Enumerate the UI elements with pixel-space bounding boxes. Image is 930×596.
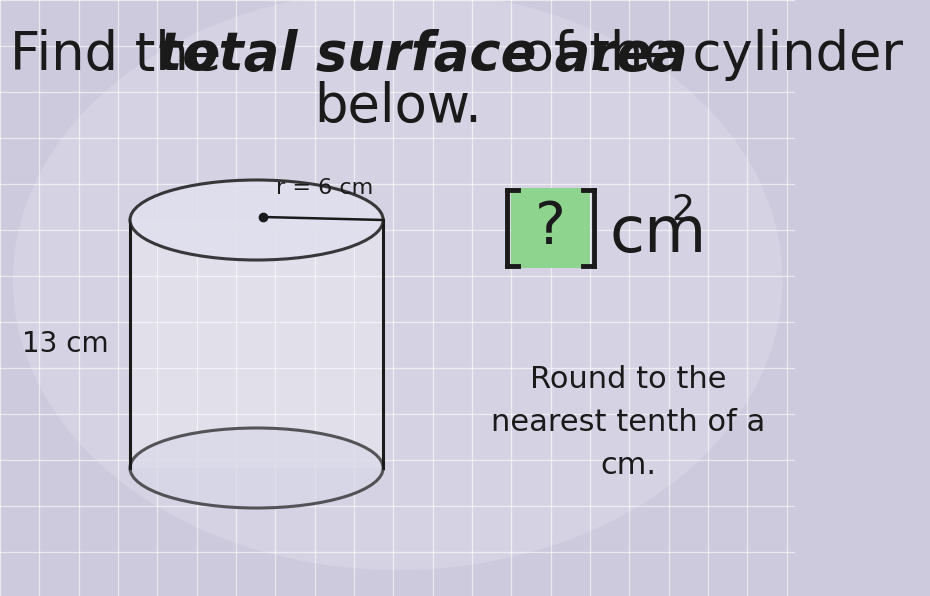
FancyBboxPatch shape [512,188,591,268]
Text: r = 6 cm: r = 6 cm [276,178,374,198]
Ellipse shape [130,428,383,508]
Text: of the cylinder: of the cylinder [505,29,903,81]
Text: 13 cm: 13 cm [22,330,109,358]
Text: ?: ? [536,200,566,256]
Polygon shape [130,220,383,468]
Text: Find the: Find the [10,29,238,81]
Text: cm: cm [610,203,707,265]
Ellipse shape [130,180,383,260]
Text: Round to the
nearest tenth of a
cm.: Round to the nearest tenth of a cm. [491,365,765,480]
Text: total surface area: total surface area [156,29,687,81]
Text: below.: below. [313,81,482,133]
Text: 2: 2 [671,193,695,227]
Ellipse shape [13,0,782,570]
